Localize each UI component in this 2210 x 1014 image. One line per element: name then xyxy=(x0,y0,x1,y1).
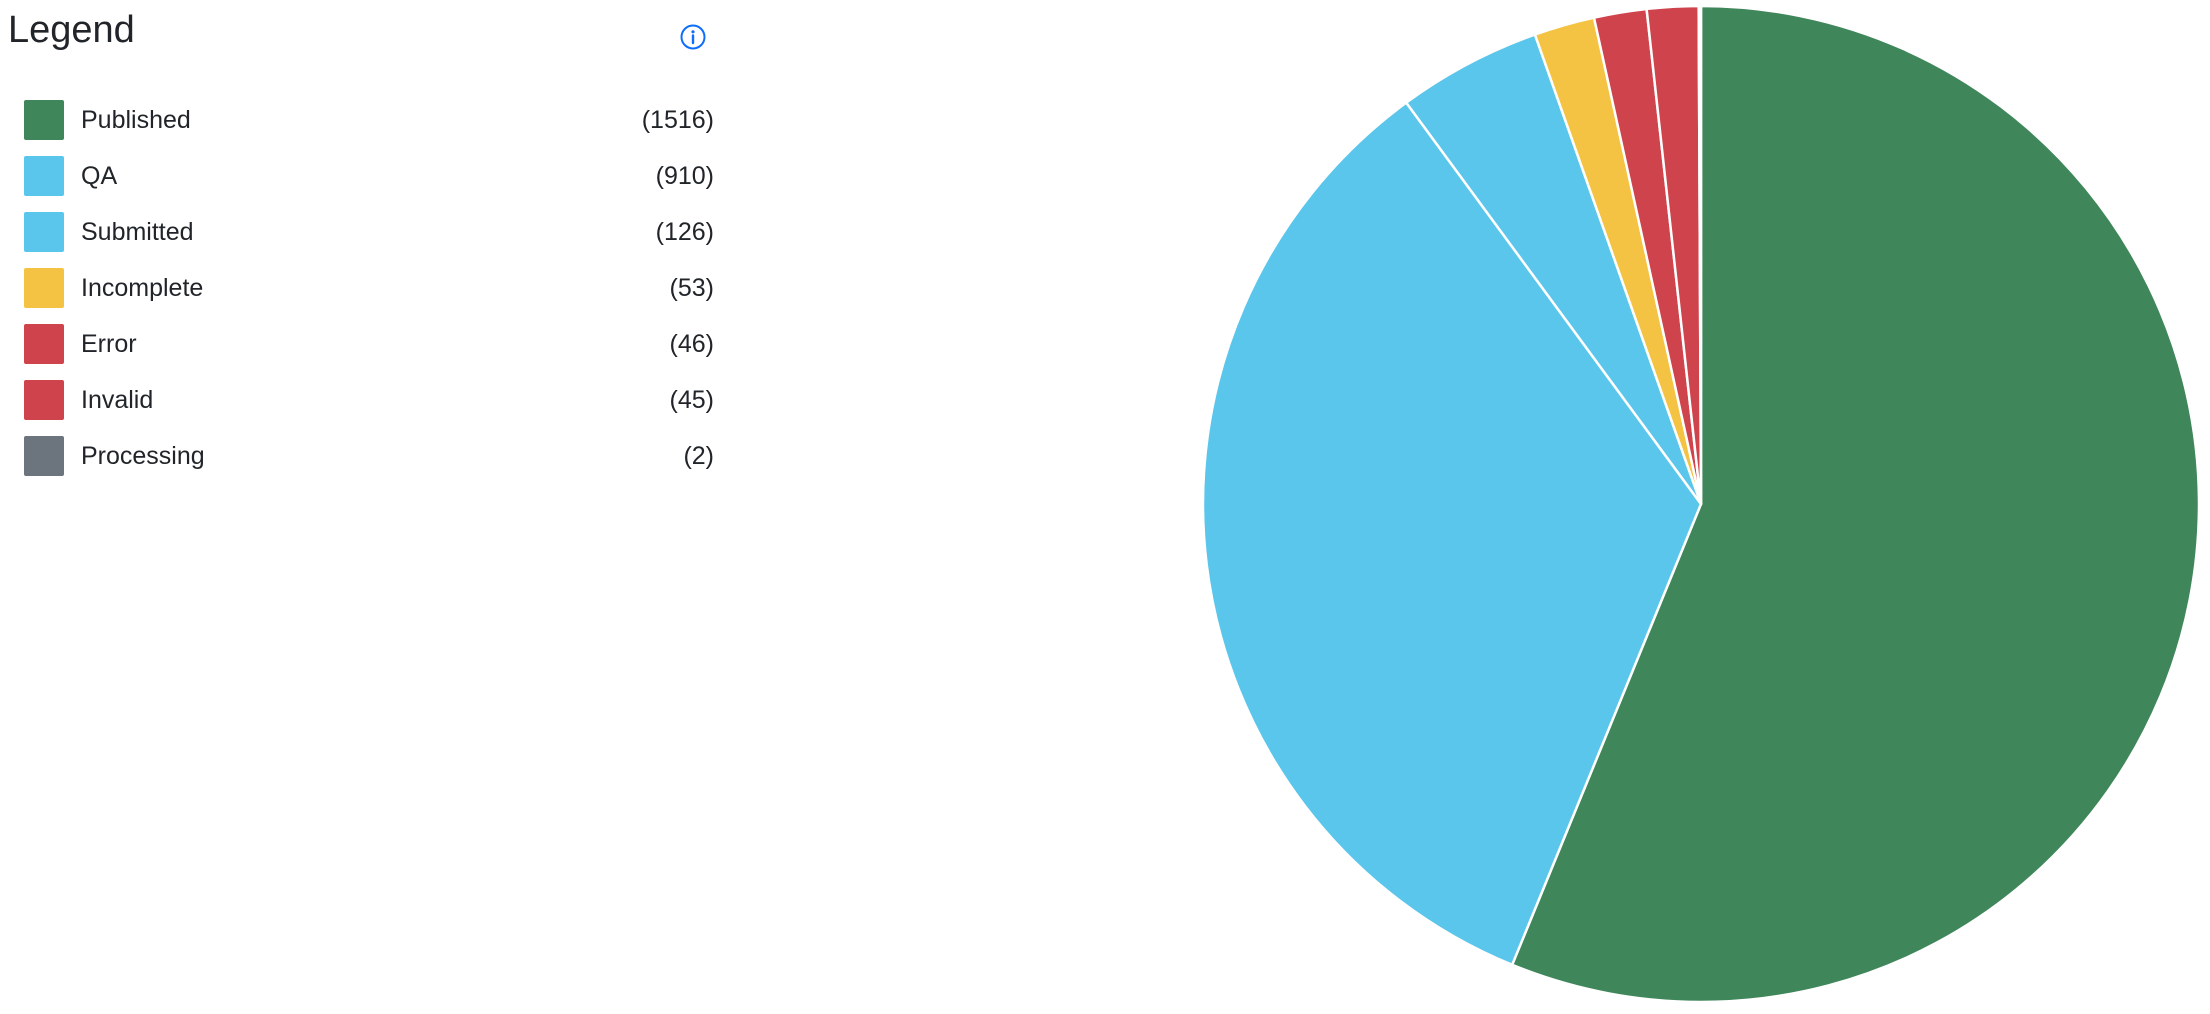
legend-item-qa[interactable]: QA (910) xyxy=(24,148,714,204)
legend-item-published[interactable]: Published (1516) xyxy=(24,92,714,148)
legend-list: Published (1516) QA (910) Submitted (126… xyxy=(24,92,714,484)
legend-swatch xyxy=(24,212,64,252)
legend-swatch xyxy=(24,100,64,140)
pie-chart xyxy=(1201,4,2201,1004)
legend-swatch xyxy=(24,268,64,308)
legend-swatch xyxy=(24,436,64,476)
pie-slice-published[interactable] xyxy=(1510,4,2201,1004)
legend-label: Error xyxy=(81,330,137,358)
legend-item-processing[interactable]: Processing (2) xyxy=(24,428,714,484)
legend-label: Submitted xyxy=(81,218,194,246)
legend-swatch xyxy=(24,156,64,196)
legend-label: QA xyxy=(81,162,118,190)
legend-count: (2) xyxy=(683,442,714,470)
legend-label: Published xyxy=(81,106,191,134)
legend-count: (910) xyxy=(655,162,714,190)
legend-count: (126) xyxy=(655,218,714,246)
legend-count: (46) xyxy=(669,330,714,358)
info-circle-icon[interactable] xyxy=(679,23,707,51)
legend-label: Processing xyxy=(81,442,205,470)
pie-chart-area xyxy=(1195,0,2210,1014)
legend-count: (1516) xyxy=(641,106,714,134)
legend-item-submitted[interactable]: Submitted (126) xyxy=(24,204,714,260)
legend-swatch xyxy=(24,380,64,420)
legend-item-error[interactable]: Error (46) xyxy=(24,316,714,372)
legend-swatch xyxy=(24,324,64,364)
legend-item-invalid[interactable]: Invalid (45) xyxy=(24,372,714,428)
legend-label: Invalid xyxy=(81,386,154,414)
legend-title: Legend xyxy=(8,9,135,51)
legend-count: (53) xyxy=(669,274,714,302)
pie-slice-processing[interactable] xyxy=(1697,4,1703,506)
legend-item-incomplete[interactable]: Incomplete (53) xyxy=(24,260,714,316)
legend-label: Incomplete xyxy=(81,274,204,302)
legend-count: (45) xyxy=(669,386,714,414)
pie-slice-qa[interactable] xyxy=(1201,101,1703,967)
